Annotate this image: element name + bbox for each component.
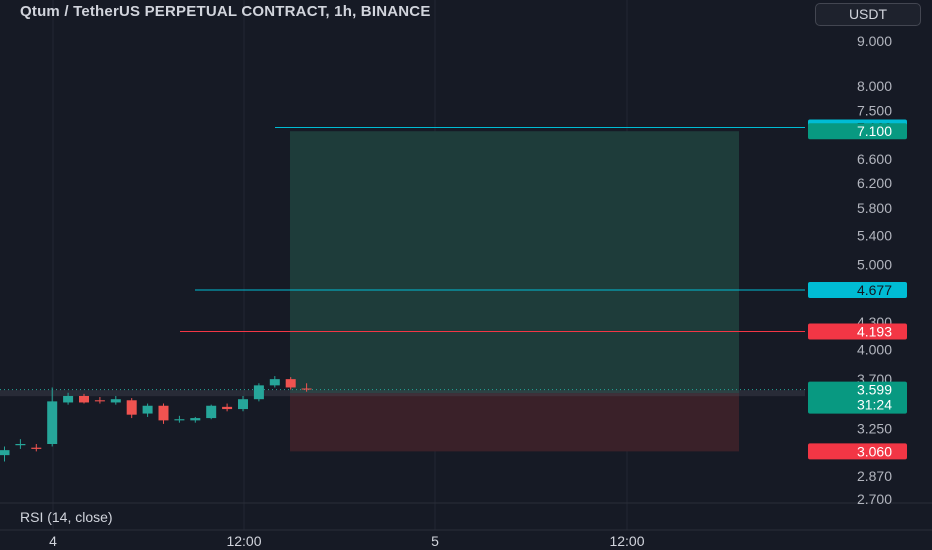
price-tick-label: 9.000 xyxy=(857,33,892,49)
time-tick-label: 5 xyxy=(431,533,439,549)
candle-body xyxy=(206,405,217,419)
time-tick-label: 12:00 xyxy=(226,533,261,549)
price-tick-label: 2.700 xyxy=(857,491,892,507)
profit-zone xyxy=(290,131,739,394)
candle-body xyxy=(15,444,26,446)
candle-body xyxy=(301,388,312,390)
level-badge-2: 4.193 xyxy=(857,324,892,340)
axis-badge-0: 7.100 xyxy=(857,123,892,139)
price-tick-label: 2.870 xyxy=(857,468,892,484)
price-tick-label: 5.800 xyxy=(857,200,892,216)
loss-zone xyxy=(290,393,739,452)
candle-body xyxy=(285,379,296,388)
price-tick-label: 5.400 xyxy=(857,227,892,243)
candle-body xyxy=(222,406,233,410)
currency-button[interactable]: USDT xyxy=(815,3,921,26)
level-badge-1-bg xyxy=(808,282,907,299)
chart-title: Qtum / TetherUS PERPETUAL CONTRACT, 1h, … xyxy=(20,3,431,20)
axis-badge-2: 3.060 xyxy=(857,443,892,459)
candle-body xyxy=(174,419,185,421)
entry-band xyxy=(0,390,805,397)
rsi-indicator-label[interactable]: RSI (14, close) xyxy=(20,509,113,525)
price-tick-label: 6.600 xyxy=(857,151,892,167)
last-price-badge: 3.599 xyxy=(857,382,892,398)
price-tick-label: 5.000 xyxy=(857,257,892,273)
candle-body xyxy=(94,400,105,402)
candle-body xyxy=(79,395,89,403)
level-badge-1: 4.677 xyxy=(857,282,892,298)
candle-body xyxy=(126,400,137,415)
candle-body xyxy=(269,379,280,386)
price-tick-label: 3.250 xyxy=(857,420,892,436)
level-badge-2-bg xyxy=(808,323,907,340)
axis-badge-0-bg xyxy=(808,123,907,140)
candle-body xyxy=(238,399,248,410)
last-price-badge-bg xyxy=(808,381,907,414)
price-tick-label: 4.000 xyxy=(857,341,892,357)
time-tick-label: 12:00 xyxy=(609,533,644,549)
candle-body xyxy=(31,447,42,449)
candle-body xyxy=(47,401,58,445)
candle-body xyxy=(190,418,201,421)
price-tick-label: 6.200 xyxy=(857,175,892,191)
axis-badge-2-bg xyxy=(808,443,907,460)
countdown-badge: 31:24 xyxy=(857,397,892,413)
time-tick-label: 4 xyxy=(49,533,57,549)
price-tick-label: 8.000 xyxy=(857,78,892,94)
candle-body xyxy=(0,450,10,456)
candle-body xyxy=(142,405,153,414)
candle-body xyxy=(110,399,121,403)
candle-body xyxy=(63,395,74,403)
candle-body xyxy=(158,405,169,421)
candle-body xyxy=(253,385,264,400)
price-tick-label: 7.500 xyxy=(857,102,892,118)
